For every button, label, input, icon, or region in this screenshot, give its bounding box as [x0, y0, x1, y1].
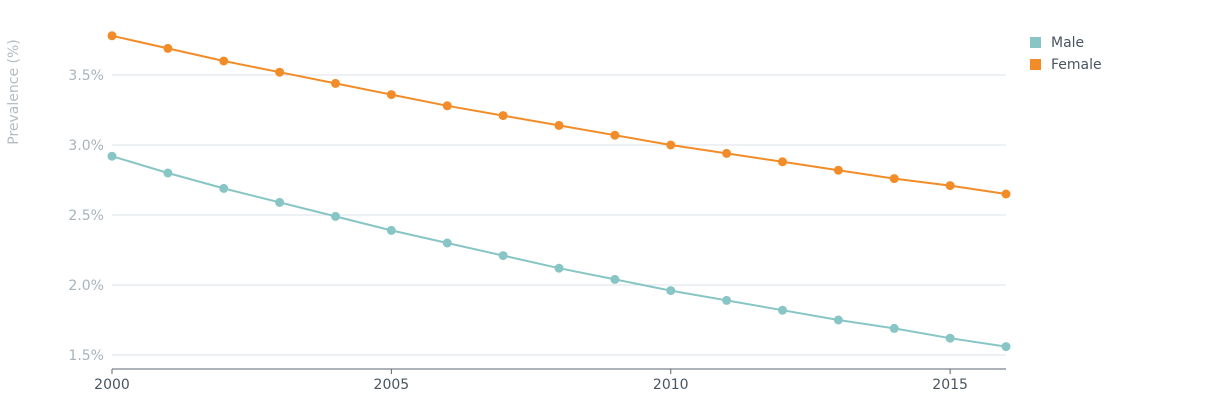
- data-point[interactable]: [386, 225, 396, 235]
- data-point[interactable]: [219, 56, 229, 66]
- legend-label: Male: [1051, 35, 1084, 51]
- data-point[interactable]: [163, 43, 173, 53]
- series-layer: [107, 31, 1011, 352]
- data-point[interactable]: [945, 181, 955, 191]
- data-point[interactable]: [275, 197, 285, 207]
- data-point[interactable]: [219, 183, 229, 193]
- y-tick-label: 1.5%: [68, 348, 104, 364]
- grid-layer: [112, 74, 1006, 370]
- data-point[interactable]: [107, 151, 117, 161]
- data-point[interactable]: [666, 140, 676, 150]
- data-point[interactable]: [331, 211, 340, 221]
- data-point[interactable]: [163, 168, 173, 178]
- x-tick-label: 2010: [653, 377, 689, 393]
- data-point[interactable]: [554, 263, 564, 273]
- data-point[interactable]: [1001, 342, 1011, 352]
- data-point[interactable]: [442, 101, 452, 111]
- x-tick-label: 2000: [94, 377, 130, 393]
- data-point[interactable]: [778, 305, 787, 315]
- data-point[interactable]: [778, 157, 787, 167]
- y-tick-label: 2.5%: [68, 208, 104, 224]
- data-point[interactable]: [833, 315, 843, 325]
- y-tick-label: 3.5%: [68, 68, 104, 84]
- data-point[interactable]: [275, 67, 285, 77]
- data-point[interactable]: [610, 130, 620, 140]
- data-point[interactable]: [610, 274, 620, 284]
- data-point[interactable]: [722, 295, 732, 305]
- x-tick-label: 2015: [932, 377, 968, 393]
- y-tick-label: 2.0%: [68, 278, 104, 294]
- data-point[interactable]: [833, 165, 843, 175]
- data-point[interactable]: [889, 174, 899, 184]
- series-line: [111, 155, 1007, 348]
- data-point[interactable]: [722, 148, 732, 158]
- data-point[interactable]: [889, 323, 899, 333]
- series-male: [107, 151, 1011, 352]
- x-tick-label: 2005: [374, 377, 410, 393]
- y-axis-ticks: 1.5% 2.0% 2.5% 3.0% 3.5%: [68, 68, 104, 364]
- data-point[interactable]: [498, 251, 508, 261]
- series-line: [111, 34, 1007, 195]
- legend-swatch: [1030, 37, 1041, 48]
- data-point[interactable]: [498, 111, 508, 121]
- legend[interactable]: Male Female: [1030, 35, 1102, 73]
- legend-label: Female: [1051, 57, 1102, 73]
- x-axis-ticks: 2000 2005 2010 2015: [94, 369, 968, 393]
- legend-item-male[interactable]: Male: [1030, 35, 1084, 51]
- data-point[interactable]: [331, 78, 340, 88]
- legend-swatch: [1030, 59, 1041, 70]
- y-tick-label: 3.0%: [68, 138, 104, 154]
- y-axis-label: Prevalence (%): [6, 39, 22, 145]
- legend-item-female[interactable]: Female: [1030, 57, 1102, 73]
- data-point[interactable]: [107, 31, 117, 41]
- data-point[interactable]: [442, 238, 452, 248]
- data-point[interactable]: [554, 120, 564, 130]
- data-point[interactable]: [1001, 189, 1011, 199]
- data-point[interactable]: [386, 90, 396, 100]
- series-female: [107, 31, 1011, 199]
- data-point[interactable]: [666, 286, 676, 296]
- data-point[interactable]: [945, 333, 955, 343]
